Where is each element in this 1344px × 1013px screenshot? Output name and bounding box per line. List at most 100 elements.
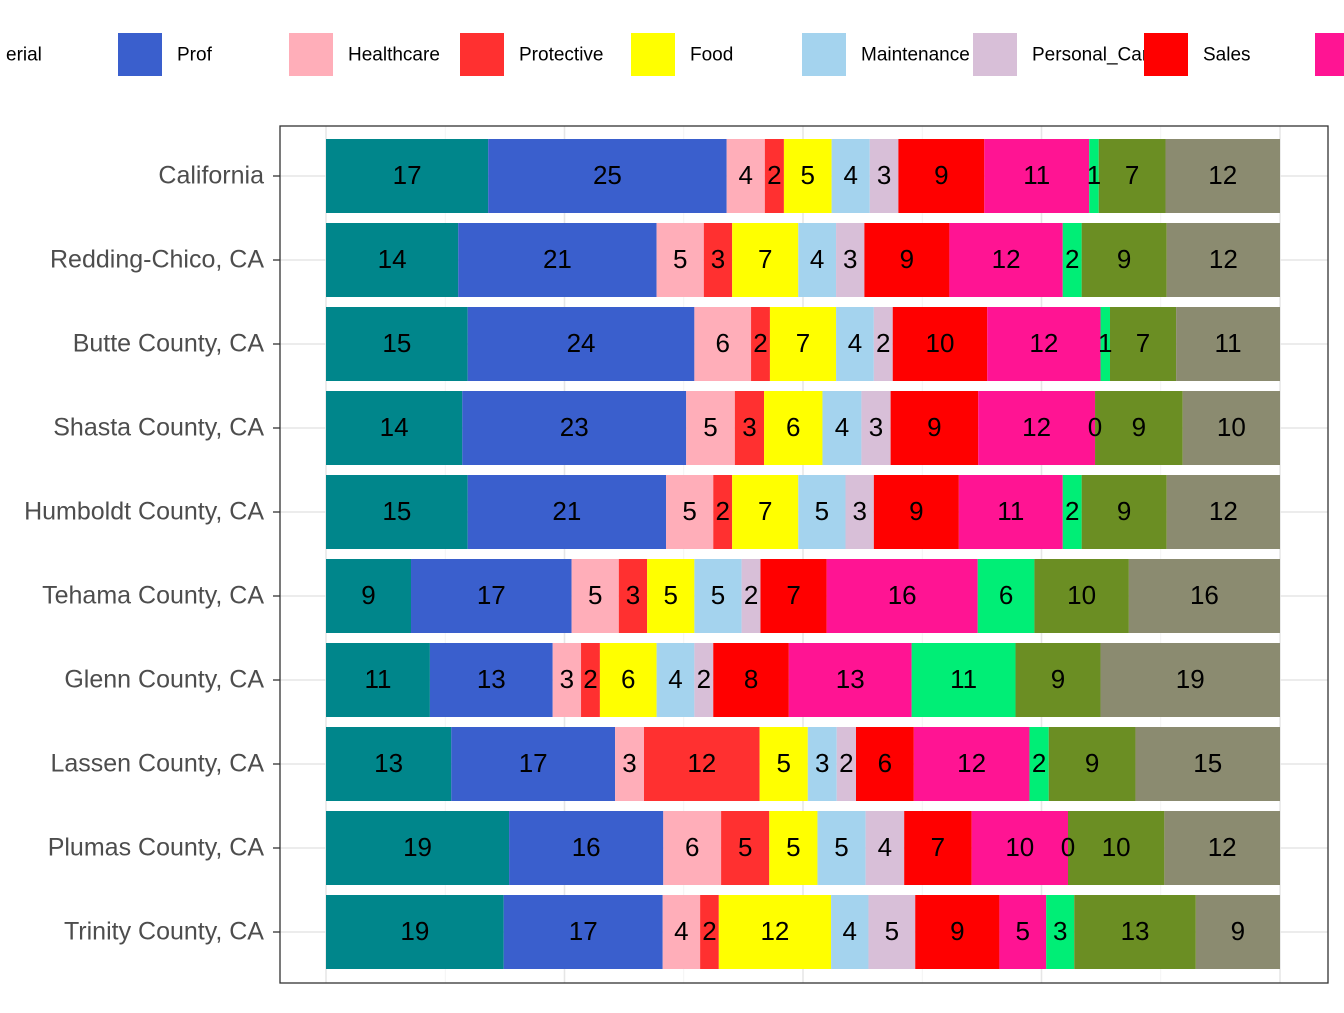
data-label: 12 <box>1209 496 1238 526</box>
bar-segment-protective-california <box>764 139 784 213</box>
bar-segment-prof-shasta-county-ca <box>462 391 687 465</box>
data-label: 3 <box>626 580 640 610</box>
bar-segment-olive-group-redding-chico-ca <box>1081 223 1167 297</box>
data-label: 7 <box>1136 328 1150 358</box>
legend-key-personal-care <box>973 33 1017 76</box>
data-label: 5 <box>711 580 725 610</box>
data-label: 5 <box>776 748 790 778</box>
bar-segment-healthcare-lassen-county-ca <box>615 727 644 801</box>
bar-segment-food-lassen-county-ca <box>759 727 808 801</box>
data-label: 2 <box>876 328 890 358</box>
bar-segment-food-california <box>783 139 832 213</box>
data-label: 2 <box>702 916 716 946</box>
legend-label: Sales <box>1203 45 1251 66</box>
bar-segment-gray-group-tehama-county-ca <box>1128 559 1280 633</box>
bar-segment-prof-plumas-county-ca <box>509 811 664 885</box>
y-tick-label: Glenn County, CA <box>64 666 264 694</box>
bar-segment-office-butte-county-ca <box>987 307 1101 381</box>
bar-segment-managerial-shasta-county-ca <box>326 391 463 465</box>
bar-segment-olive-group-glenn-county-ca <box>1015 643 1101 717</box>
bar-segment-office-tehama-county-ca <box>826 559 978 633</box>
data-label: 10 <box>925 328 954 358</box>
data-label: 9 <box>361 580 375 610</box>
data-label: 2 <box>1065 496 1079 526</box>
data-label: 6 <box>999 580 1013 610</box>
data-label: 5 <box>673 244 687 274</box>
data-label: 2 <box>753 328 767 358</box>
bar-segment-managerial-tehama-county-ca <box>326 559 412 633</box>
data-label: 17 <box>477 580 506 610</box>
data-label: 13 <box>477 664 506 694</box>
data-label: 7 <box>931 832 945 862</box>
legend-label: Personal_Care <box>1032 45 1159 66</box>
bar-segment-prof-butte-county-ca <box>467 307 695 381</box>
data-label: 5 <box>664 580 678 610</box>
bar-segment-maintenance-redding-chico-ca <box>798 223 837 297</box>
data-label: 16 <box>572 832 601 862</box>
data-label: 16 <box>1190 580 1219 610</box>
bar-segment-protective-trinity-county-ca <box>700 895 719 969</box>
bar-segment-maintenance-california <box>831 139 870 213</box>
legend-label: Prof <box>177 45 213 66</box>
data-label: 17 <box>393 160 422 190</box>
data-label: 4 <box>739 160 753 190</box>
legend-key-protective <box>460 33 504 76</box>
bar-segment-olive-group-trinity-county-ca <box>1074 895 1196 969</box>
data-label: 3 <box>1053 916 1067 946</box>
bar-segment-personal-care-butte-county-ca <box>873 307 893 381</box>
data-label: 12 <box>1022 412 1051 442</box>
bar-segment-sales-lassen-county-ca <box>856 727 914 801</box>
data-label: 5 <box>885 916 899 946</box>
bar-segment-healthcare-shasta-county-ca <box>686 391 735 465</box>
data-label: 3 <box>711 244 725 274</box>
data-label: 12 <box>992 244 1021 274</box>
data-label: 3 <box>843 244 857 274</box>
bar-segment-food-glenn-county-ca <box>599 643 657 717</box>
bar-segment-maintenance-lassen-county-ca <box>807 727 837 801</box>
data-label: 13 <box>374 748 403 778</box>
bar-segment-managerial-trinity-county-ca <box>326 895 504 969</box>
bar-segment-olive-group-humboldt-county-ca <box>1081 475 1167 549</box>
legend: erial Prof Healthcare Protective Food Mainten… <box>6 33 1344 76</box>
bar-segment-gray-group-redding-chico-ca <box>1166 223 1280 297</box>
data-label: 4 <box>810 244 824 274</box>
bar-segment-sales-california <box>898 139 985 213</box>
data-label: 10 <box>1217 412 1246 442</box>
bar-segment-maintenance-humboldt-county-ca <box>798 475 846 549</box>
bar-segment-protective-glenn-county-ca <box>581 643 600 717</box>
data-label: 2 <box>715 496 729 526</box>
bar-segment-personal-care-redding-chico-ca <box>836 223 865 297</box>
data-label: 1 <box>1087 160 1101 190</box>
bar-segment-personal-care-glenn-county-ca <box>694 643 714 717</box>
data-label: 21 <box>543 244 572 274</box>
bar-segment-protective-butte-county-ca <box>751 307 770 381</box>
bar-segment-office-california <box>984 139 1090 213</box>
bar-segment-food-tehama-county-ca <box>647 559 695 633</box>
bar-segment-maintenance-tehama-county-ca <box>694 559 742 633</box>
data-label: 12 <box>760 916 789 946</box>
data-label: 10 <box>1067 580 1096 610</box>
data-label: 9 <box>1132 412 1146 442</box>
bar-segment-food-butte-county-ca <box>769 307 837 381</box>
data-label: 11 <box>950 664 977 694</box>
y-tick-label: Humboldt County, CA <box>24 498 264 526</box>
bar-segment-healthcare-plumas-county-ca <box>663 811 722 885</box>
bar-segment-protective-plumas-county-ca <box>721 811 770 885</box>
data-label: 25 <box>593 160 622 190</box>
legend-key-food <box>631 33 675 76</box>
data-label: 17 <box>519 748 548 778</box>
bar-segment-personal-care-shasta-county-ca <box>861 391 891 465</box>
data-label: 12 <box>687 748 716 778</box>
bar-segment-gray-group-plumas-county-ca <box>1164 811 1280 885</box>
bar-segment-food-plumas-county-ca <box>769 811 818 885</box>
bar-segment-prof-california <box>488 139 727 213</box>
data-label: 15 <box>382 496 411 526</box>
data-label: 9 <box>1231 916 1245 946</box>
bar-segment-sales-trinity-county-ca <box>915 895 1000 969</box>
data-label: 14 <box>380 412 409 442</box>
legend-label: Food <box>690 45 733 66</box>
bar-segment-personal-care-trinity-county-ca <box>868 895 916 969</box>
legend-label: Protective <box>519 45 603 66</box>
